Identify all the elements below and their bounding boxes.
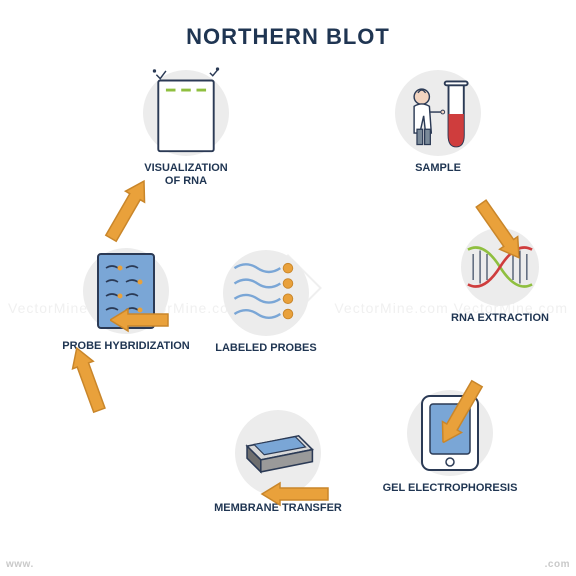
rna-extraction-label: RNA EXTRACTION <box>451 312 549 325</box>
viz-label-1: VISUALIZATION <box>144 162 228 175</box>
probes-icon <box>223 253 309 333</box>
arrow-gel-to-membrane <box>260 474 330 514</box>
arrow-probes-to-hyb <box>110 304 170 340</box>
gel-label: GEL ELECTROPHORESIS <box>383 482 518 495</box>
probes-circle <box>223 250 309 336</box>
step-visualization: VISUALIZATION OF RNA <box>116 70 256 188</box>
sample-circle <box>395 70 481 156</box>
step-sample: SAMPLE <box>368 70 508 175</box>
page-title: NORTHERN BLOT <box>0 24 576 50</box>
sample-label: SAMPLE <box>415 162 461 175</box>
viz-circle <box>143 70 229 156</box>
sample-icon <box>395 68 481 158</box>
watermark-corner-left: www. <box>6 559 34 570</box>
probes-label: LABELED PROBES <box>215 342 316 355</box>
viz-label-2: OF RNA <box>165 175 207 188</box>
step-labeled-probes: LABELED PROBES <box>196 250 336 355</box>
watermark-corner-right: .com <box>545 559 570 570</box>
visualization-card-icon <box>143 63 229 163</box>
